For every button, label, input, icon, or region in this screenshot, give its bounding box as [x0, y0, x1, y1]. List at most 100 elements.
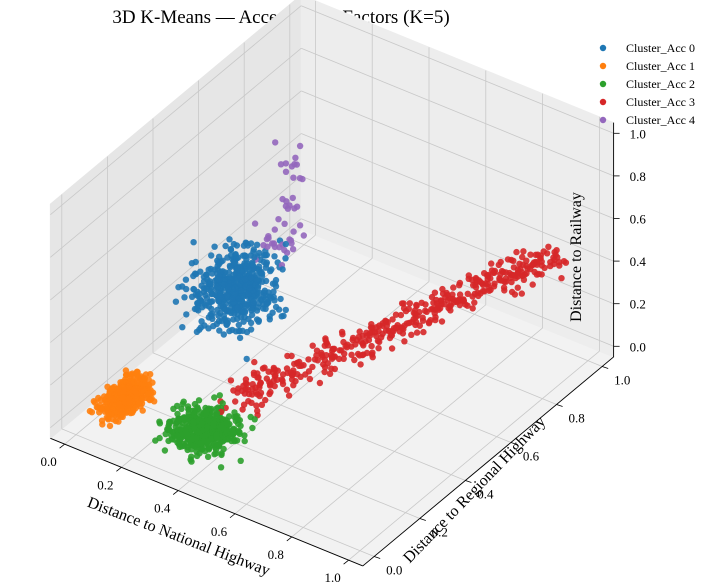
scatter-point-cluster-0 [208, 305, 215, 313]
scatter-point-cluster-3 [423, 308, 430, 315]
scatter-point-cluster-2 [237, 457, 244, 464]
scatter-point-cluster-0 [261, 287, 268, 294]
scatter-point-cluster-1 [93, 404, 101, 411]
scatter-point-cluster-0 [236, 334, 244, 342]
scatter-point-cluster-3 [411, 307, 419, 314]
axis-lines [50, 122, 620, 567]
scatter-point-cluster-0 [194, 300, 201, 307]
gridline [291, 327, 543, 538]
scatter-point-cluster-3 [254, 407, 261, 415]
scatter-point-cluster-0 [258, 270, 266, 277]
scatter-point-cluster-4 [281, 220, 288, 227]
scatter-point-cluster-3 [356, 352, 363, 359]
scatter-point-cluster-3 [497, 271, 504, 278]
scatter-point-cluster-2 [181, 416, 189, 423]
scatter-point-cluster-3 [348, 343, 355, 350]
scatter-point-cluster-3 [305, 368, 313, 375]
scatter-point-cluster-0 [227, 245, 234, 253]
scatter-point-cluster-1 [103, 398, 110, 405]
scatter-point-cluster-3 [473, 276, 480, 283]
scatter-point-cluster-1 [104, 404, 111, 411]
scatter-point-cluster-2 [219, 400, 226, 407]
scatter-point-cluster-3 [298, 362, 305, 369]
scatter-point-cluster-3 [232, 398, 239, 405]
scatter-point-cluster-4 [296, 142, 304, 150]
scatter-point-cluster-1 [95, 394, 102, 402]
scatter-point-cluster-0 [222, 242, 229, 250]
scatter-point-cluster-4 [281, 246, 288, 254]
scatter-point-cluster-1 [127, 373, 134, 380]
scatter-point-cluster-4 [275, 216, 282, 223]
scatter-point-cluster-0 [250, 298, 257, 306]
scatter-point-cluster-0 [232, 328, 240, 335]
scatter-point-cluster-3 [393, 324, 400, 331]
scatter-point-cluster-3 [520, 248, 527, 255]
scatter-point-cluster-3 [248, 399, 255, 406]
x-tick-label: 0.8 [268, 547, 284, 562]
legend-label: Cluster_Acc 0 [626, 41, 695, 55]
scatter-point-cluster-3 [306, 375, 314, 383]
scatter-point-cluster-2 [241, 437, 248, 445]
scatter-point-cluster-3 [330, 346, 337, 353]
scatter-point-cluster-0 [242, 303, 249, 310]
scatter-point-cluster-3 [253, 402, 260, 409]
scatter-point-cluster-0 [215, 317, 223, 325]
scatter-point-cluster-2 [213, 434, 220, 441]
scatter-point-cluster-3 [456, 291, 464, 298]
scatter-point-cluster-3 [481, 288, 488, 295]
y-tick-mark [602, 366, 609, 369]
scatter-point-cluster-0 [197, 324, 204, 331]
scatter-point-cluster-3 [460, 297, 467, 305]
scatter-point-cluster-3 [369, 354, 376, 361]
scatter-point-cluster-0 [233, 242, 241, 249]
scatter-point-cluster-3 [558, 275, 565, 282]
scatter-point-cluster-0 [238, 287, 245, 294]
scatter-point-cluster-0 [190, 285, 197, 293]
scatter-point-cluster-3 [376, 338, 383, 346]
scatter-point-cluster-3 [388, 345, 396, 352]
x-tick-label: 0.0 [40, 454, 56, 469]
y-tick-mark [556, 404, 563, 407]
scatter-point-cluster-0 [215, 276, 223, 283]
scatter-point-cluster-0 [172, 298, 180, 305]
scatter-point-cluster-3 [297, 373, 304, 380]
scatter-point-cluster-2 [174, 439, 181, 446]
scatter-point-cluster-3 [471, 299, 478, 306]
scatter-point-cluster-0 [246, 285, 253, 292]
scatter-point-cluster-0 [270, 288, 277, 295]
y-tick-label: 0.4 [477, 486, 494, 501]
scatter-point-cluster-4 [251, 220, 259, 227]
scatter-point-cluster-3 [414, 312, 421, 319]
scatter-point-cluster-3 [419, 317, 427, 324]
scatter-point-cluster-2 [218, 424, 225, 431]
scatter-point-cluster-4 [300, 232, 307, 239]
scatter-point-cluster-3 [425, 318, 433, 326]
scatter-point-cluster-1 [125, 383, 133, 390]
scatter-point-cluster-3 [356, 328, 363, 335]
scatter-point-cluster-2 [210, 420, 217, 427]
scatter-point-cluster-2 [156, 418, 163, 425]
scatter-point-cluster-0 [241, 276, 249, 283]
scatter-point-cluster-2 [178, 405, 185, 413]
scatter-point-cluster-1 [125, 395, 132, 403]
scatter-point-cluster-3 [388, 332, 396, 339]
scatter-point-cluster-0 [188, 293, 196, 300]
scatter-point-cluster-3 [398, 300, 406, 307]
x-tick-mark [286, 536, 293, 542]
scatter-point-cluster-1 [114, 385, 122, 393]
scatter-point-cluster-3 [513, 248, 520, 256]
scatter-point-cluster-0 [222, 300, 229, 308]
gridline [50, 133, 302, 343]
scatter-point-cluster-1 [132, 394, 140, 402]
gridline [107, 390, 420, 519]
scatter-point-cluster-2 [251, 416, 258, 423]
scatter-point-cluster-2 [165, 437, 172, 445]
scatter-point-cluster-3 [263, 375, 270, 382]
scatter-point-cluster-3 [488, 267, 496, 274]
legend-label: Cluster_Acc 1 [626, 59, 695, 73]
scatter-point-cluster-3 [401, 338, 408, 345]
scatter-point-cluster-3 [441, 301, 448, 308]
scatter-point-cluster-1 [144, 390, 152, 397]
scatter-point-cluster-3 [259, 365, 267, 372]
